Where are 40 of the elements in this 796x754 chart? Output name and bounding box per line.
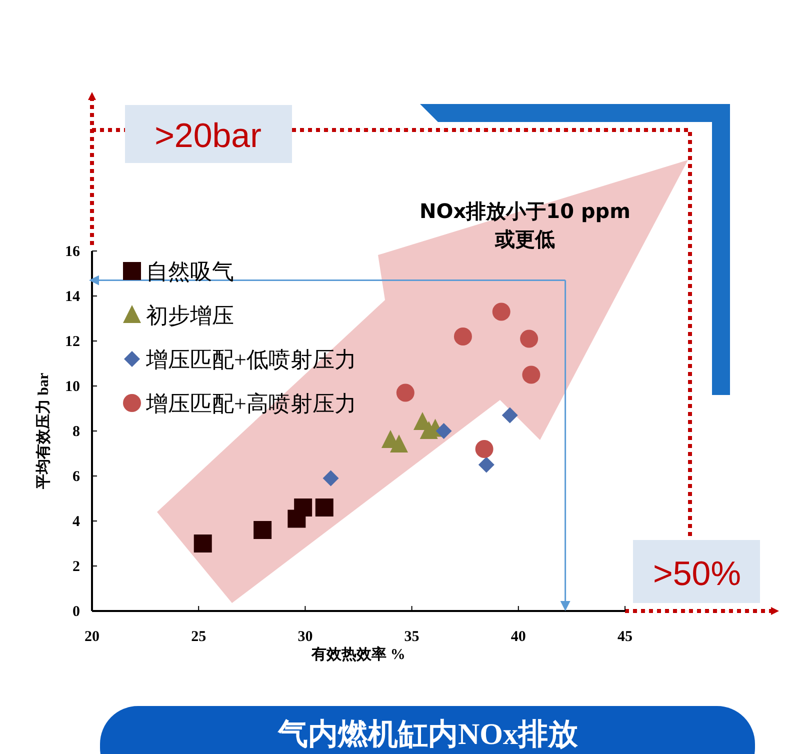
y-tick-label: 6 <box>72 469 80 485</box>
point <box>520 330 538 348</box>
point <box>254 521 272 539</box>
x-tick-label: 25 <box>191 629 206 645</box>
legend-label: 增压匹配+低喷射压力 <box>145 347 356 372</box>
point <box>478 456 494 473</box>
legend-label: 增压匹配+高喷射压力 <box>145 391 356 416</box>
point <box>502 407 518 424</box>
x-axis-title: 有效热效率 % <box>310 645 406 663</box>
text: >20bar <box>154 117 262 155</box>
annotation: NOx排放小于10 ppm 或更低 <box>420 199 630 251</box>
y-tick-label: 2 <box>72 559 80 575</box>
x-tick-label: 30 <box>298 629 313 645</box>
point <box>322 470 339 486</box>
text: >50% <box>653 555 741 593</box>
point <box>492 302 510 321</box>
y-tick-label: 0 <box>72 604 80 620</box>
y-tick-label: 14 <box>65 289 80 305</box>
x-tick-label: 45 <box>618 629 632 645</box>
point <box>390 434 408 452</box>
point <box>522 366 540 384</box>
y-tick-label: 12 <box>65 334 80 350</box>
point <box>454 328 472 346</box>
x-tick-label: 35 <box>404 629 420 645</box>
text: 气内燃机缸内NOx排放 <box>277 718 579 751</box>
y-tick-label: 4 <box>72 514 80 530</box>
point <box>396 384 414 402</box>
y-tick-label: 10 <box>65 379 80 395</box>
point <box>294 498 312 516</box>
legend-label: 初步增压 <box>146 303 234 328</box>
point <box>315 498 334 516</box>
point <box>436 423 452 439</box>
legend-label: 自然吸气 <box>146 259 234 284</box>
x-tick-label: 40 <box>510 629 526 645</box>
y-axis-title: 平均有效压力 bar <box>35 372 52 490</box>
point <box>194 534 212 552</box>
y-tick-label: 16 <box>65 244 80 260</box>
x-tick-label: 20 <box>84 629 100 645</box>
y-tick-label: 8 <box>72 424 80 440</box>
point <box>475 440 494 458</box>
